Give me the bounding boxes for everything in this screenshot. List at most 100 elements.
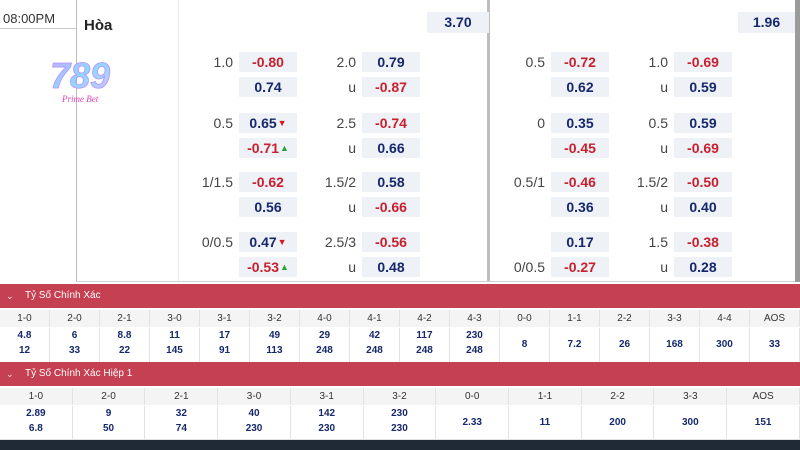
away-odds[interactable]: 0.62 <box>551 77 609 97</box>
over-odds[interactable]: -0.74 <box>362 113 420 133</box>
score-odds-cell[interactable]: 33 <box>750 328 800 362</box>
over-odds[interactable]: -0.50 <box>674 172 732 192</box>
score-odds-cell[interactable]: 300 <box>700 328 750 362</box>
score-odds[interactable]: 6.8 <box>28 423 43 434</box>
score-odds[interactable]: 42 <box>368 330 381 341</box>
home-odds[interactable]: 0.47▼ <box>239 232 297 252</box>
score-odds[interactable]: 113 <box>266 345 283 356</box>
away-odds[interactable]: -0.45 <box>551 138 609 158</box>
score-odds[interactable]: 33 <box>68 345 81 356</box>
correct-score-h1-header[interactable]: ⌄ Tỷ Số Chính Xác Hiệp 1 <box>0 362 800 386</box>
score-odds-cell[interactable]: 151 <box>727 406 800 439</box>
score-odds[interactable]: 8 <box>521 339 528 350</box>
score-odds[interactable]: 4.8 <box>17 330 32 341</box>
over-odds[interactable]: -0.56 <box>362 232 420 252</box>
score-odds-cell[interactable]: 32 74 <box>146 406 219 439</box>
score-odds[interactable]: 151 <box>754 417 772 428</box>
score-odds[interactable]: 145 <box>166 345 183 356</box>
score-odds-cell[interactable]: 29 248 <box>300 328 350 362</box>
score-odds-cell[interactable]: 42 248 <box>350 328 400 362</box>
score-odds[interactable]: 40 <box>248 408 260 419</box>
score-odds-cell[interactable]: 8 <box>500 328 550 362</box>
chevron-down-icon[interactable]: ⌄ <box>6 369 14 379</box>
score-odds-cell[interactable]: 2.89 6.8 <box>0 406 73 439</box>
score-odds-cell[interactable]: 142 230 <box>291 406 364 439</box>
draw-odds-right[interactable]: 1.96 <box>738 12 795 33</box>
away-odds[interactable]: 0.74 <box>239 77 297 97</box>
home-odds[interactable]: -0.46 <box>551 172 609 192</box>
score-odds[interactable]: 6 <box>71 330 78 341</box>
score-odds[interactable]: 74 <box>175 423 187 434</box>
score-odds-cell[interactable]: 117 248 <box>400 328 450 362</box>
under-odds[interactable]: 0.48 <box>362 257 420 277</box>
over-odds[interactable]: -0.38 <box>674 232 732 252</box>
score-odds[interactable]: 11 <box>169 330 180 341</box>
score-odds[interactable]: 9 <box>105 408 112 419</box>
home-odds[interactable]: 0.65▼ <box>239 113 297 133</box>
under-odds[interactable]: 0.40 <box>674 197 732 217</box>
score-odds-cell[interactable]: 200 <box>582 406 655 439</box>
score-odds[interactable]: 49 <box>268 330 281 341</box>
under-odds[interactable]: -0.69 <box>674 138 732 158</box>
score-odds-cell[interactable]: 4.8 12 <box>0 328 50 362</box>
score-odds-cell[interactable]: 2.33 <box>436 406 510 439</box>
score-odds[interactable]: 200 <box>609 417 626 428</box>
score-odds-cell[interactable]: 40 230 <box>218 406 291 439</box>
score-odds[interactable]: 33 <box>768 339 781 350</box>
away-odds[interactable]: 0.36 <box>551 197 609 217</box>
correct-score-header[interactable]: ⌄ Tỷ Số Chính Xác <box>0 284 800 308</box>
score-odds[interactable]: 91 <box>218 345 231 356</box>
score-odds[interactable]: 117 <box>416 330 433 341</box>
score-odds[interactable]: 2.89 <box>26 408 46 419</box>
score-odds[interactable]: 230 <box>391 408 408 419</box>
score-odds[interactable]: 230 <box>391 423 408 434</box>
score-odds[interactable]: 230 <box>466 330 483 341</box>
score-odds[interactable]: 300 <box>682 417 699 428</box>
score-odds[interactable]: 26 <box>618 339 631 350</box>
score-odds-cell[interactable]: 9 50 <box>73 406 146 439</box>
away-odds[interactable]: 0.56 <box>239 197 297 217</box>
score-odds-cell[interactable]: 230 230 <box>364 406 437 439</box>
score-odds[interactable]: 142 <box>318 408 336 419</box>
under-odds[interactable]: 0.28 <box>674 257 732 277</box>
score-odds-cell[interactable]: 8.8 22 <box>100 328 150 362</box>
score-odds[interactable]: 2.33 <box>462 417 482 428</box>
score-odds[interactable]: 7.2 <box>567 339 582 350</box>
score-odds[interactable]: 248 <box>316 345 333 356</box>
score-odds-cell[interactable]: 230 248 <box>450 328 500 362</box>
score-odds-cell[interactable]: 17 91 <box>200 328 250 362</box>
score-odds-cell[interactable]: 6 33 <box>50 328 100 362</box>
score-odds[interactable]: 32 <box>175 408 187 419</box>
chevron-down-icon[interactable]: ⌄ <box>6 291 14 301</box>
score-odds-cell[interactable]: 11 <box>509 406 582 439</box>
under-odds[interactable]: 0.66 <box>362 138 420 158</box>
score-odds[interactable]: 29 <box>318 330 331 341</box>
under-odds[interactable]: 0.59 <box>674 77 732 97</box>
home-odds[interactable]: 0.17 <box>551 232 609 252</box>
over-odds[interactable]: 0.79 <box>362 52 420 72</box>
score-odds[interactable]: 248 <box>416 345 433 356</box>
under-odds[interactable]: -0.66 <box>362 197 420 217</box>
score-odds[interactable]: 8.8 <box>117 330 132 341</box>
away-odds[interactable]: -0.71▲ <box>239 138 297 158</box>
score-odds[interactable]: 168 <box>666 339 683 350</box>
over-odds[interactable]: 0.58 <box>362 172 420 192</box>
away-odds[interactable]: -0.53▲ <box>239 257 297 277</box>
score-odds[interactable]: 50 <box>102 423 115 434</box>
over-odds[interactable]: 0.59 <box>674 113 732 133</box>
score-odds-cell[interactable]: 7.2 <box>550 328 600 362</box>
score-odds-cell[interactable]: 300 <box>655 406 728 439</box>
score-odds-cell[interactable]: 11 145 <box>150 328 200 362</box>
score-odds-cell[interactable]: 168 <box>650 328 700 362</box>
score-odds[interactable]: 300 <box>716 339 733 350</box>
score-odds[interactable]: 11 <box>539 417 551 428</box>
draw-odds-left[interactable]: 3.70 <box>427 12 489 33</box>
score-odds-cell[interactable]: 26 <box>600 328 650 362</box>
score-odds[interactable]: 22 <box>118 345 131 356</box>
score-odds-cell[interactable]: 49 113 <box>250 328 300 362</box>
home-odds[interactable]: -0.80 <box>239 52 297 72</box>
scrollbar[interactable] <box>795 0 800 282</box>
over-odds[interactable]: -0.69 <box>674 52 732 72</box>
under-odds[interactable]: -0.87 <box>362 77 420 97</box>
away-odds[interactable]: -0.27 <box>551 257 609 277</box>
